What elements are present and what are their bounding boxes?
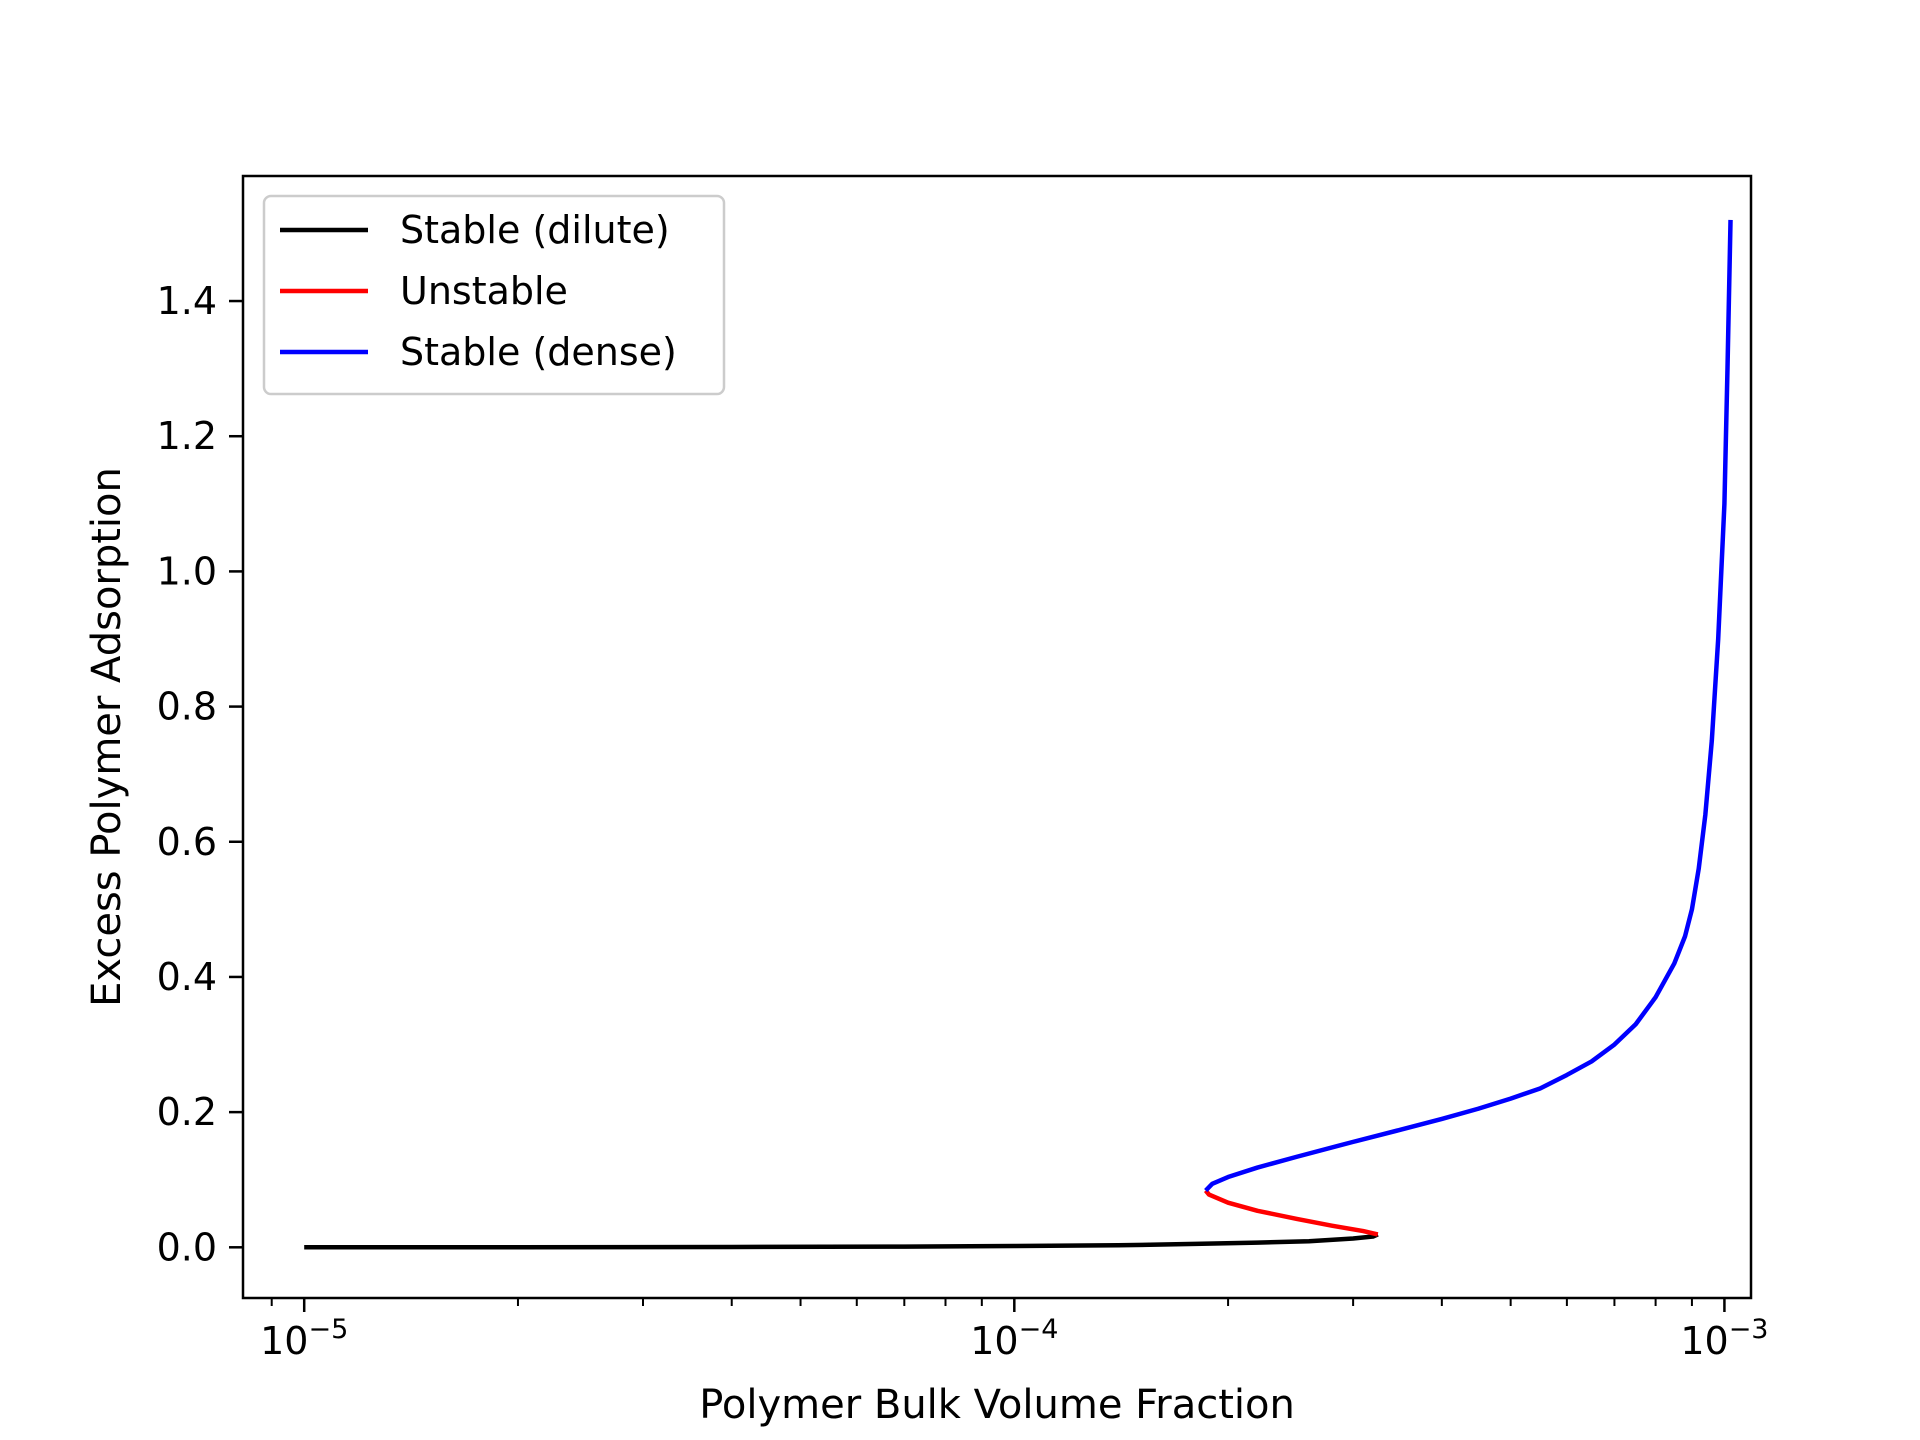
legend: Stable (dilute) Unstable Stable (dense) — [262, 194, 726, 396]
x-tick-label-exponent: −5 — [308, 1314, 348, 1345]
x-tick-label: 10−5 — [260, 1314, 348, 1363]
x-tick-label: 10−4 — [970, 1314, 1058, 1363]
y-tick-label: 1.4 — [157, 279, 217, 323]
x-tick-label-base: 10 — [1680, 1319, 1728, 1363]
x-axis-label: Polymer Bulk Volume Fraction — [699, 1382, 1295, 1428]
y-axis-ticks: 0.0 0.2 0.4 0.6 0.8 1.0 1.2 1.4 — [157, 279, 243, 1269]
x-tick-label: 10−3 — [1680, 1314, 1768, 1363]
x-axis-ticks: 10−5 10−4 10−3 — [260, 1298, 1769, 1363]
x-tick-label-base: 10 — [260, 1319, 308, 1363]
y-tick-label: 0.4 — [157, 955, 217, 999]
series-line-2 — [1203, 1189, 1379, 1237]
x-tick-label-exponent: −3 — [1729, 1314, 1769, 1345]
legend-label: Stable (dilute) — [400, 208, 670, 252]
series-line-3 — [1204, 219, 1733, 1193]
y-tick-label: 0.8 — [157, 685, 217, 729]
y-tick-label: 0.2 — [157, 1090, 217, 1134]
y-tick-label: 1.2 — [157, 414, 217, 458]
axes-frame — [241, 174, 1753, 1300]
y-tick-label: 0.0 — [157, 1225, 217, 1269]
legend-label: Stable (dense) — [400, 330, 677, 374]
legend-box — [262, 194, 726, 396]
x-tick-label-base: 10 — [970, 1319, 1018, 1363]
series-layer — [304, 219, 1733, 1250]
plot-area: 10−5 10−4 10−3 0.00.20.40.60.81.01.21.4 — [157, 174, 1769, 1363]
y-axis-label: Excess Polymer Adsorption — [84, 467, 130, 1007]
series-line-1 — [304, 1232, 1379, 1250]
x-tick-label-exponent: −4 — [1019, 1314, 1059, 1345]
y-tick-label: 0.6 — [157, 820, 217, 864]
legend-label: Unstable — [400, 269, 568, 313]
y-tick-label: 1.0 — [157, 549, 217, 593]
